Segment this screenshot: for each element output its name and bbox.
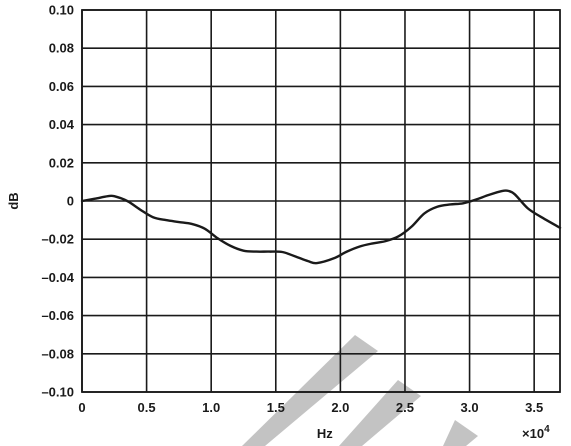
y-tick-label: 0: [67, 194, 74, 209]
x-tick-label: 1.5: [267, 400, 285, 415]
y-tick-label: 0.08: [49, 41, 74, 56]
y-tick-label: 0.02: [49, 155, 74, 170]
y-tick-label: –0.08: [41, 346, 74, 361]
x-tick-label: 2.5: [396, 400, 414, 415]
plot-frame: [81, 9, 561, 393]
x-axis-label: Hz: [317, 426, 333, 441]
x-tick-label: 0: [78, 400, 85, 415]
y-tick-label: –0.02: [41, 232, 74, 247]
y-tick-label: –0.06: [41, 308, 74, 323]
y-tick-label: –0.10: [41, 385, 74, 400]
y-tick-label: 0.04: [49, 117, 75, 132]
watermark-stroke-2: [339, 380, 421, 446]
x-tick-label: 1.0: [202, 400, 220, 415]
watermark: [242, 335, 478, 446]
watermark-stroke-3: [443, 420, 478, 446]
x-tick-label: 3.0: [461, 400, 479, 415]
y-tick-label: 0.10: [49, 3, 74, 18]
x-tick-labels: 0 0.5 1.0 1.5 2.0 2.5 3.0 3.5: [78, 400, 543, 415]
series-layer: [80, 189, 562, 265]
series-line: [80, 189, 562, 265]
x-tick-label: 2.0: [331, 400, 349, 415]
y-tick-label: –0.04: [41, 270, 74, 285]
y-axis-label: dB: [6, 192, 21, 209]
y-tick-labels: 0.10 0.08 0.06 0.04 0.02 0 –0.02 –0.04 –0.06 –0.0…: [41, 3, 74, 400]
x-axis-multiplier: ×104: [522, 424, 550, 441]
watermark-stroke-1: [242, 335, 378, 446]
x-axis-multiplier-base: ×10: [522, 426, 544, 441]
x-axis-multiplier-exponent: 4: [544, 424, 550, 435]
x-tick-label: 3.5: [525, 400, 543, 415]
x-tick-label: 0.5: [138, 400, 156, 415]
y-tick-label: 0.06: [49, 79, 74, 94]
grid: [81, 9, 560, 393]
